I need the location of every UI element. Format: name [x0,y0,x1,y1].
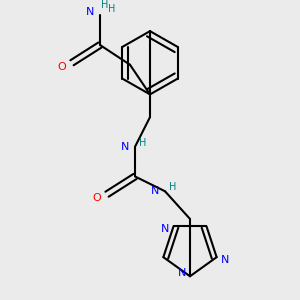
Text: H: H [169,182,177,192]
Text: N: N [161,224,170,234]
Text: O: O [93,193,101,203]
Text: N: N [178,268,186,278]
Text: H: H [139,138,147,148]
Text: O: O [58,62,66,72]
Text: N: N [86,8,94,17]
Text: N: N [121,142,129,152]
Text: H: H [101,0,109,11]
Text: N: N [220,255,229,265]
Text: N: N [151,186,159,196]
Text: H: H [108,4,116,14]
